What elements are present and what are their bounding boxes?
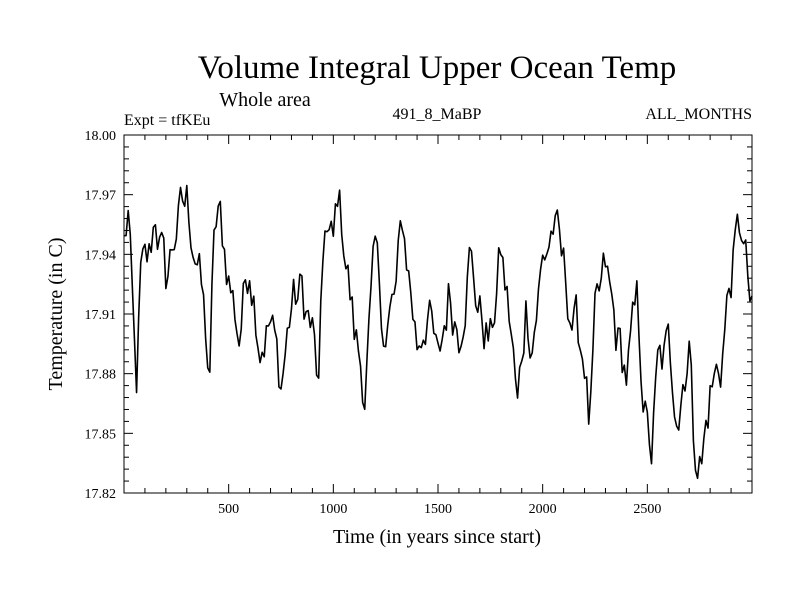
- x-tick-label: 2000: [529, 502, 557, 517]
- y-tick-label: 18.00: [85, 129, 117, 144]
- x-axis-label: Time (in years since start): [333, 526, 541, 548]
- plot-frame: [123, 134, 753, 494]
- y-axis-ticks: 17.82 17.85 17.88 17.91 17.94 17.97 18.00: [85, 129, 752, 502]
- y-tick-label: 17.85: [85, 427, 117, 442]
- y-tick-label: 17.82: [85, 487, 117, 502]
- x-tick-label: 1500: [424, 502, 452, 517]
- chart-subtitle: Whole area: [219, 89, 311, 111]
- experiment-label: Expt = tfKEu: [124, 112, 210, 129]
- y-tick-label: 17.94: [85, 248, 117, 263]
- series-layer: [123, 184, 753, 480]
- x-tick-label: 1000: [319, 502, 347, 517]
- y-axis-label: Temperature (in C): [45, 238, 67, 391]
- chart-title: Volume Integral Upper Ocean Temp: [198, 50, 676, 86]
- x-tick-label: 500: [218, 502, 239, 517]
- months-label: ALL_MONTHS: [645, 106, 752, 123]
- y-tick-label: 17.91: [85, 308, 117, 323]
- y-tick-label: 17.97: [85, 189, 117, 204]
- series-line: [123, 184, 753, 480]
- y-tick-label: 17.88: [85, 368, 117, 383]
- run-label: 491_8_MaBP: [393, 106, 482, 123]
- x-tick-label: 2500: [633, 502, 661, 517]
- x-axis-ticks: 500 1000 1500 2000 2500: [144, 135, 732, 517]
